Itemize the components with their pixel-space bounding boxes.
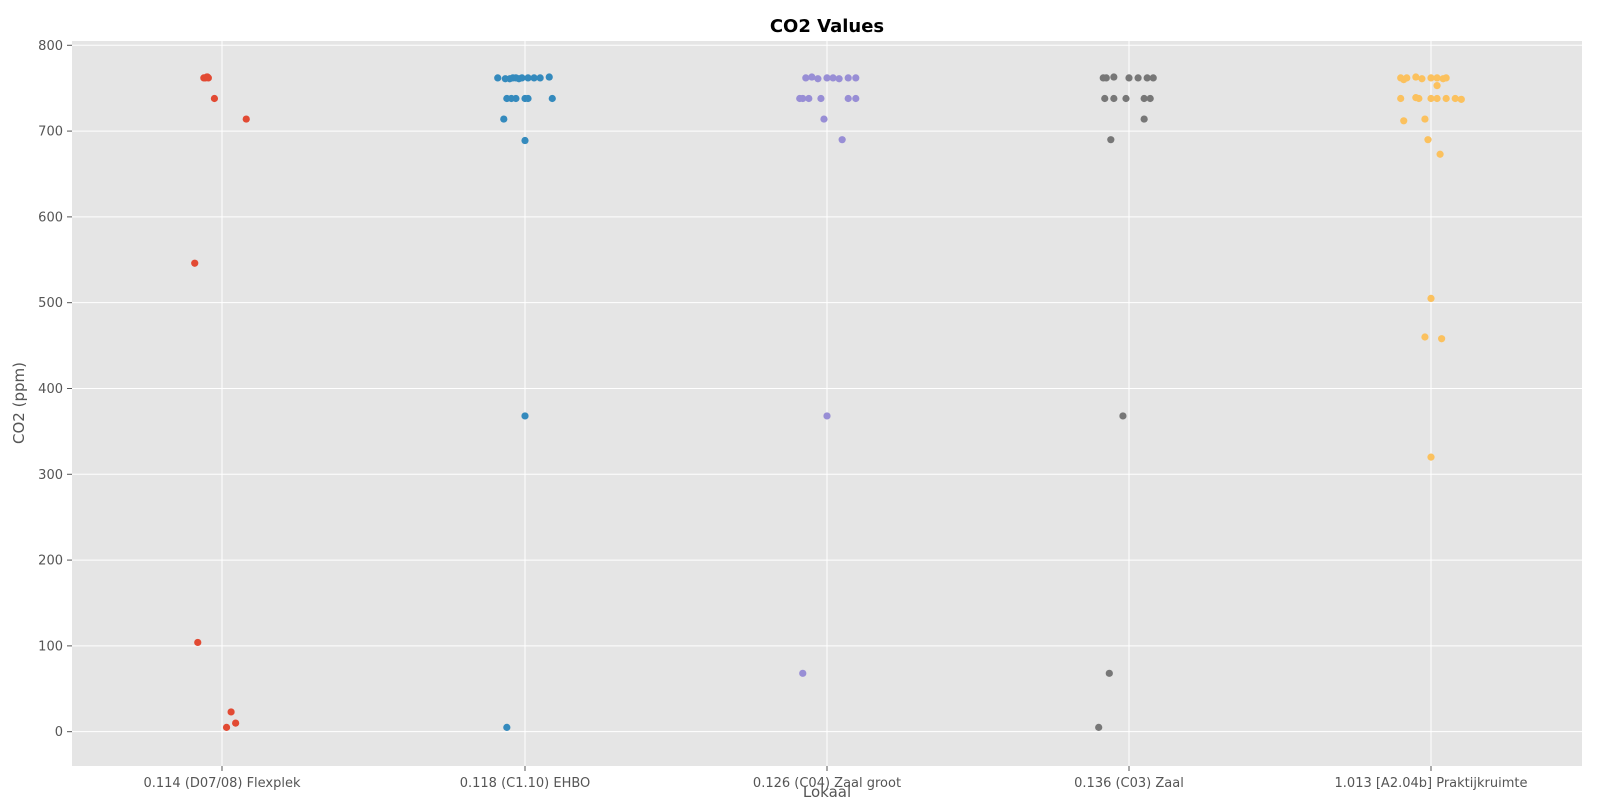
data-point [1438, 335, 1446, 343]
data-point [820, 115, 828, 123]
data-point [1427, 453, 1435, 461]
data-point [1140, 115, 1148, 123]
y-tick-label: 0 [55, 725, 63, 740]
data-point [802, 74, 810, 82]
data-point [191, 259, 199, 267]
data-point [1101, 94, 1109, 103]
data-point [1400, 117, 1408, 125]
data-point [494, 74, 502, 82]
data-point [536, 74, 544, 82]
x-tick-label: 0.118 (C1.10) EHBO [460, 776, 591, 791]
data-point [521, 412, 529, 420]
data-point [799, 94, 807, 103]
data-point [835, 75, 843, 83]
x-axis-title: Lokaal [803, 783, 851, 801]
y-tick-label: 600 [38, 210, 63, 225]
data-point [530, 74, 538, 82]
data-point [829, 74, 837, 82]
data-point [1146, 94, 1154, 103]
data-point [1427, 294, 1435, 302]
data-point [548, 94, 556, 103]
tick-labels: 0 100 200 300 400 500 600 700 800 0.114 (D07/08) … [38, 39, 1527, 791]
data-point [1427, 74, 1435, 82]
data-point [242, 115, 250, 123]
data-point [1442, 94, 1450, 103]
data-point [518, 74, 526, 82]
data-point [521, 136, 529, 145]
data-point [524, 74, 532, 82]
data-point [1134, 74, 1142, 82]
y-tick-label: 200 [38, 554, 63, 569]
y-tick-label: 400 [38, 382, 63, 397]
data-points [191, 73, 1465, 731]
y-axis-title: CO2 (ppm) [10, 362, 28, 444]
data-point [1433, 74, 1441, 82]
data-point [1421, 333, 1429, 341]
data-point [808, 73, 816, 81]
grid-lines [72, 41, 1582, 766]
data-point [1433, 94, 1441, 103]
data-point [799, 669, 807, 677]
data-point [838, 136, 846, 144]
data-point [545, 73, 553, 81]
data-point [805, 94, 813, 103]
data-point [194, 638, 202, 647]
y-tick-label: 500 [38, 296, 63, 311]
data-point [1110, 73, 1118, 81]
data-point [823, 74, 831, 82]
data-point [1433, 82, 1441, 90]
data-point [1149, 74, 1157, 82]
data-point [852, 74, 860, 82]
data-point [1140, 94, 1148, 103]
y-tick-label: 800 [38, 39, 63, 54]
data-point [524, 94, 532, 103]
data-point [1095, 723, 1103, 731]
data-point [1143, 74, 1151, 82]
data-point [1403, 74, 1411, 82]
data-point [1119, 412, 1127, 420]
data-point [204, 74, 212, 82]
data-point [1427, 94, 1435, 103]
x-tick-label: 1.013 [A2.04b] Praktijkruimte [1335, 776, 1528, 791]
data-point [1110, 94, 1118, 103]
data-point [1102, 74, 1110, 82]
data-point [1457, 95, 1465, 103]
data-point [232, 719, 240, 727]
data-point [823, 412, 831, 420]
data-point [1412, 73, 1420, 81]
data-point [1107, 136, 1115, 144]
data-point [852, 94, 860, 103]
data-point [1415, 94, 1423, 103]
data-point [1122, 94, 1130, 103]
data-point [1436, 150, 1444, 158]
y-tick-label: 300 [38, 468, 63, 483]
data-point [1424, 136, 1432, 144]
data-point [1442, 74, 1450, 82]
data-point [512, 94, 520, 103]
data-point [222, 723, 231, 731]
data-point [814, 75, 822, 83]
data-point [817, 94, 825, 103]
x-tick-label: 0.114 (D07/08) Flexplek [143, 776, 301, 791]
data-point [844, 74, 852, 82]
data-point [1125, 74, 1133, 82]
data-point [844, 94, 852, 103]
chart-title: CO2 Values [770, 16, 884, 37]
data-point [210, 94, 219, 103]
y-tick-label: 700 [38, 125, 63, 140]
data-point [1105, 669, 1113, 677]
data-point [1418, 75, 1426, 83]
data-point [1421, 115, 1429, 123]
x-tick-label: 0.136 (C03) Zaal [1074, 776, 1184, 791]
data-point [1397, 94, 1405, 103]
data-point [500, 115, 508, 123]
y-tick-label: 100 [38, 639, 63, 654]
x-tick-label: 0.126 (C04) Zaal groot [753, 776, 901, 791]
data-point [227, 708, 235, 716]
data-point [503, 723, 511, 731]
data-point [1451, 94, 1459, 103]
